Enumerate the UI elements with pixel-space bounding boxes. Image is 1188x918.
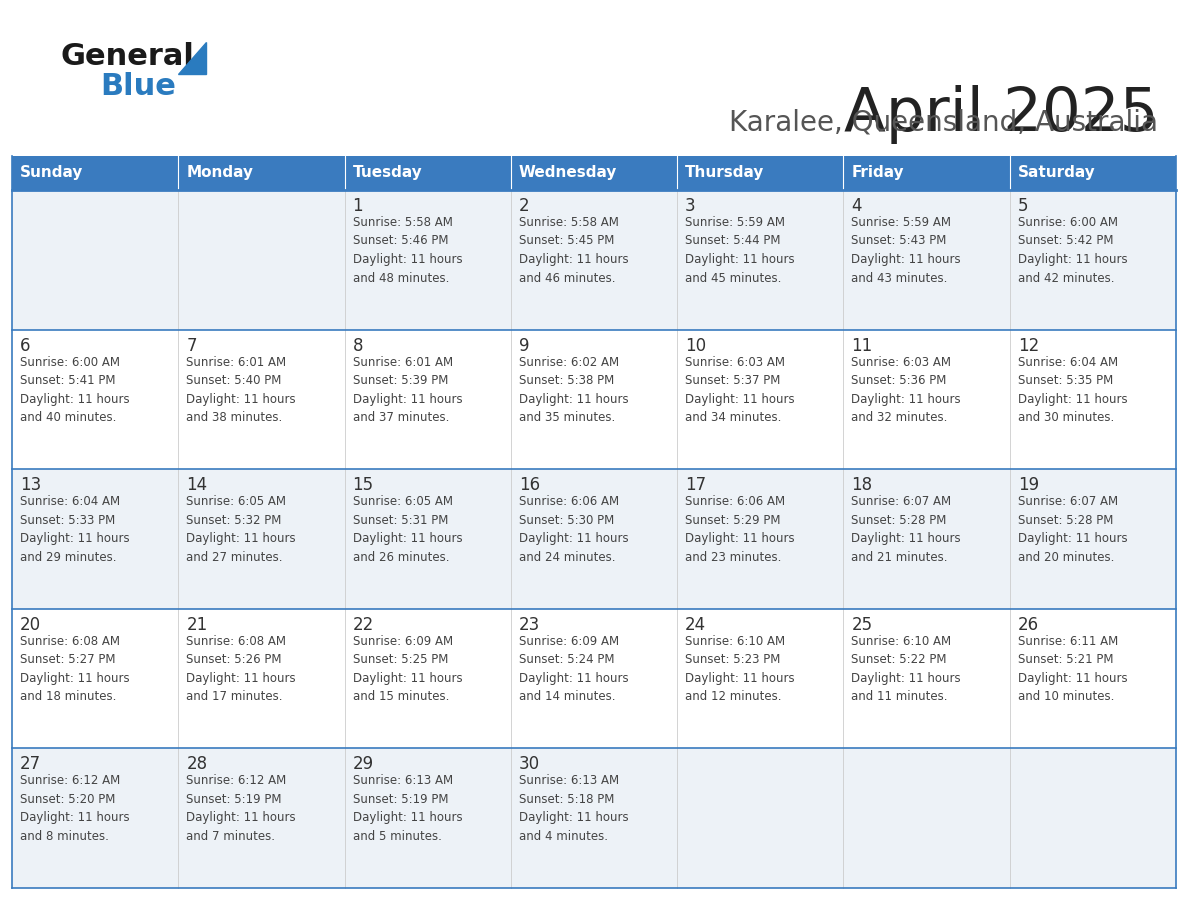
Text: 25: 25 xyxy=(852,616,872,633)
Text: 13: 13 xyxy=(20,476,42,494)
Text: Tuesday: Tuesday xyxy=(353,165,422,181)
Text: Sunrise: 5:59 AM
Sunset: 5:44 PM
Daylight: 11 hours
and 45 minutes.: Sunrise: 5:59 AM Sunset: 5:44 PM Dayligh… xyxy=(685,216,795,285)
Polygon shape xyxy=(178,42,206,74)
Text: 3: 3 xyxy=(685,197,696,215)
Text: 30: 30 xyxy=(519,756,541,773)
Bar xyxy=(511,156,677,190)
Bar xyxy=(1010,156,1176,190)
Text: Sunrise: 6:12 AM
Sunset: 5:20 PM
Daylight: 11 hours
and 8 minutes.: Sunrise: 6:12 AM Sunset: 5:20 PM Dayligh… xyxy=(20,775,129,843)
Text: 9: 9 xyxy=(519,337,530,354)
Bar xyxy=(677,156,843,190)
Bar xyxy=(345,156,511,190)
Text: 11: 11 xyxy=(852,337,873,354)
Text: Sunrise: 6:06 AM
Sunset: 5:30 PM
Daylight: 11 hours
and 24 minutes.: Sunrise: 6:06 AM Sunset: 5:30 PM Dayligh… xyxy=(519,495,628,564)
Text: 12: 12 xyxy=(1018,337,1040,354)
Text: Sunrise: 6:04 AM
Sunset: 5:33 PM
Daylight: 11 hours
and 29 minutes.: Sunrise: 6:04 AM Sunset: 5:33 PM Dayligh… xyxy=(20,495,129,564)
Text: Sunrise: 6:10 AM
Sunset: 5:22 PM
Daylight: 11 hours
and 11 minutes.: Sunrise: 6:10 AM Sunset: 5:22 PM Dayligh… xyxy=(852,635,961,703)
Text: General: General xyxy=(61,42,194,71)
Text: 6: 6 xyxy=(20,337,31,354)
Text: 4: 4 xyxy=(852,197,862,215)
Text: Sunrise: 6:00 AM
Sunset: 5:42 PM
Daylight: 11 hours
and 42 minutes.: Sunrise: 6:00 AM Sunset: 5:42 PM Dayligh… xyxy=(1018,216,1127,285)
Text: 19: 19 xyxy=(1018,476,1038,494)
Text: 27: 27 xyxy=(20,756,42,773)
Text: Sunrise: 6:04 AM
Sunset: 5:35 PM
Daylight: 11 hours
and 30 minutes.: Sunrise: 6:04 AM Sunset: 5:35 PM Dayligh… xyxy=(1018,355,1127,424)
Text: Sunday: Sunday xyxy=(20,165,83,181)
Bar xyxy=(843,156,1010,190)
Text: 2: 2 xyxy=(519,197,530,215)
Text: 21: 21 xyxy=(187,616,208,633)
Text: 14: 14 xyxy=(187,476,208,494)
Text: 5: 5 xyxy=(1018,197,1029,215)
Text: 18: 18 xyxy=(852,476,872,494)
Text: Sunrise: 6:13 AM
Sunset: 5:18 PM
Daylight: 11 hours
and 4 minutes.: Sunrise: 6:13 AM Sunset: 5:18 PM Dayligh… xyxy=(519,775,628,843)
Text: Sunrise: 6:09 AM
Sunset: 5:24 PM
Daylight: 11 hours
and 14 minutes.: Sunrise: 6:09 AM Sunset: 5:24 PM Dayligh… xyxy=(519,635,628,703)
Text: Sunrise: 5:59 AM
Sunset: 5:43 PM
Daylight: 11 hours
and 43 minutes.: Sunrise: 5:59 AM Sunset: 5:43 PM Dayligh… xyxy=(852,216,961,285)
Text: Karalee, Queensland, Australia: Karalee, Queensland, Australia xyxy=(729,108,1158,136)
Text: 7: 7 xyxy=(187,337,197,354)
Text: Blue: Blue xyxy=(100,72,176,101)
Bar xyxy=(12,330,1176,469)
Text: 8: 8 xyxy=(353,337,364,354)
Text: Sunrise: 6:07 AM
Sunset: 5:28 PM
Daylight: 11 hours
and 20 minutes.: Sunrise: 6:07 AM Sunset: 5:28 PM Dayligh… xyxy=(1018,495,1127,564)
Text: 20: 20 xyxy=(20,616,42,633)
Text: Sunrise: 6:03 AM
Sunset: 5:36 PM
Daylight: 11 hours
and 32 minutes.: Sunrise: 6:03 AM Sunset: 5:36 PM Dayligh… xyxy=(852,355,961,424)
Text: Thursday: Thursday xyxy=(685,165,765,181)
Text: Sunrise: 6:01 AM
Sunset: 5:40 PM
Daylight: 11 hours
and 38 minutes.: Sunrise: 6:01 AM Sunset: 5:40 PM Dayligh… xyxy=(187,355,296,424)
Text: 15: 15 xyxy=(353,476,374,494)
Text: Sunrise: 6:02 AM
Sunset: 5:38 PM
Daylight: 11 hours
and 35 minutes.: Sunrise: 6:02 AM Sunset: 5:38 PM Dayligh… xyxy=(519,355,628,424)
Text: 10: 10 xyxy=(685,337,707,354)
Text: Wednesday: Wednesday xyxy=(519,165,618,181)
Text: Sunrise: 6:11 AM
Sunset: 5:21 PM
Daylight: 11 hours
and 10 minutes.: Sunrise: 6:11 AM Sunset: 5:21 PM Dayligh… xyxy=(1018,635,1127,703)
Text: Sunrise: 5:58 AM
Sunset: 5:46 PM
Daylight: 11 hours
and 48 minutes.: Sunrise: 5:58 AM Sunset: 5:46 PM Dayligh… xyxy=(353,216,462,285)
Text: Sunrise: 6:10 AM
Sunset: 5:23 PM
Daylight: 11 hours
and 12 minutes.: Sunrise: 6:10 AM Sunset: 5:23 PM Dayligh… xyxy=(685,635,795,703)
Text: 1: 1 xyxy=(353,197,364,215)
Bar xyxy=(12,609,1176,748)
Bar xyxy=(12,156,178,190)
Text: Sunrise: 6:07 AM
Sunset: 5:28 PM
Daylight: 11 hours
and 21 minutes.: Sunrise: 6:07 AM Sunset: 5:28 PM Dayligh… xyxy=(852,495,961,564)
Text: April 2025: April 2025 xyxy=(843,85,1158,144)
Text: Sunrise: 6:08 AM
Sunset: 5:26 PM
Daylight: 11 hours
and 17 minutes.: Sunrise: 6:08 AM Sunset: 5:26 PM Dayligh… xyxy=(187,635,296,703)
Text: 28: 28 xyxy=(187,756,208,773)
Text: 29: 29 xyxy=(353,756,374,773)
Text: Sunrise: 6:08 AM
Sunset: 5:27 PM
Daylight: 11 hours
and 18 minutes.: Sunrise: 6:08 AM Sunset: 5:27 PM Dayligh… xyxy=(20,635,129,703)
Bar xyxy=(12,190,1176,330)
Text: 22: 22 xyxy=(353,616,374,633)
Text: Sunrise: 6:03 AM
Sunset: 5:37 PM
Daylight: 11 hours
and 34 minutes.: Sunrise: 6:03 AM Sunset: 5:37 PM Dayligh… xyxy=(685,355,795,424)
Text: Sunrise: 6:05 AM
Sunset: 5:31 PM
Daylight: 11 hours
and 26 minutes.: Sunrise: 6:05 AM Sunset: 5:31 PM Dayligh… xyxy=(353,495,462,564)
Text: Monday: Monday xyxy=(187,165,253,181)
Text: Sunrise: 5:58 AM
Sunset: 5:45 PM
Daylight: 11 hours
and 46 minutes.: Sunrise: 5:58 AM Sunset: 5:45 PM Dayligh… xyxy=(519,216,628,285)
Text: 17: 17 xyxy=(685,476,707,494)
Text: Sunrise: 6:12 AM
Sunset: 5:19 PM
Daylight: 11 hours
and 7 minutes.: Sunrise: 6:12 AM Sunset: 5:19 PM Dayligh… xyxy=(187,775,296,843)
Bar xyxy=(12,748,1176,888)
Text: 24: 24 xyxy=(685,616,707,633)
Text: 23: 23 xyxy=(519,616,541,633)
Text: 26: 26 xyxy=(1018,616,1038,633)
Text: Sunrise: 6:00 AM
Sunset: 5:41 PM
Daylight: 11 hours
and 40 minutes.: Sunrise: 6:00 AM Sunset: 5:41 PM Dayligh… xyxy=(20,355,129,424)
Bar xyxy=(178,156,345,190)
Text: 16: 16 xyxy=(519,476,541,494)
Text: Sunrise: 6:05 AM
Sunset: 5:32 PM
Daylight: 11 hours
and 27 minutes.: Sunrise: 6:05 AM Sunset: 5:32 PM Dayligh… xyxy=(187,495,296,564)
Text: Sunrise: 6:13 AM
Sunset: 5:19 PM
Daylight: 11 hours
and 5 minutes.: Sunrise: 6:13 AM Sunset: 5:19 PM Dayligh… xyxy=(353,775,462,843)
Bar xyxy=(12,469,1176,609)
Text: Friday: Friday xyxy=(852,165,904,181)
Text: Sunrise: 6:06 AM
Sunset: 5:29 PM
Daylight: 11 hours
and 23 minutes.: Sunrise: 6:06 AM Sunset: 5:29 PM Dayligh… xyxy=(685,495,795,564)
Text: Sunrise: 6:09 AM
Sunset: 5:25 PM
Daylight: 11 hours
and 15 minutes.: Sunrise: 6:09 AM Sunset: 5:25 PM Dayligh… xyxy=(353,635,462,703)
Text: Sunrise: 6:01 AM
Sunset: 5:39 PM
Daylight: 11 hours
and 37 minutes.: Sunrise: 6:01 AM Sunset: 5:39 PM Dayligh… xyxy=(353,355,462,424)
Text: Saturday: Saturday xyxy=(1018,165,1095,181)
